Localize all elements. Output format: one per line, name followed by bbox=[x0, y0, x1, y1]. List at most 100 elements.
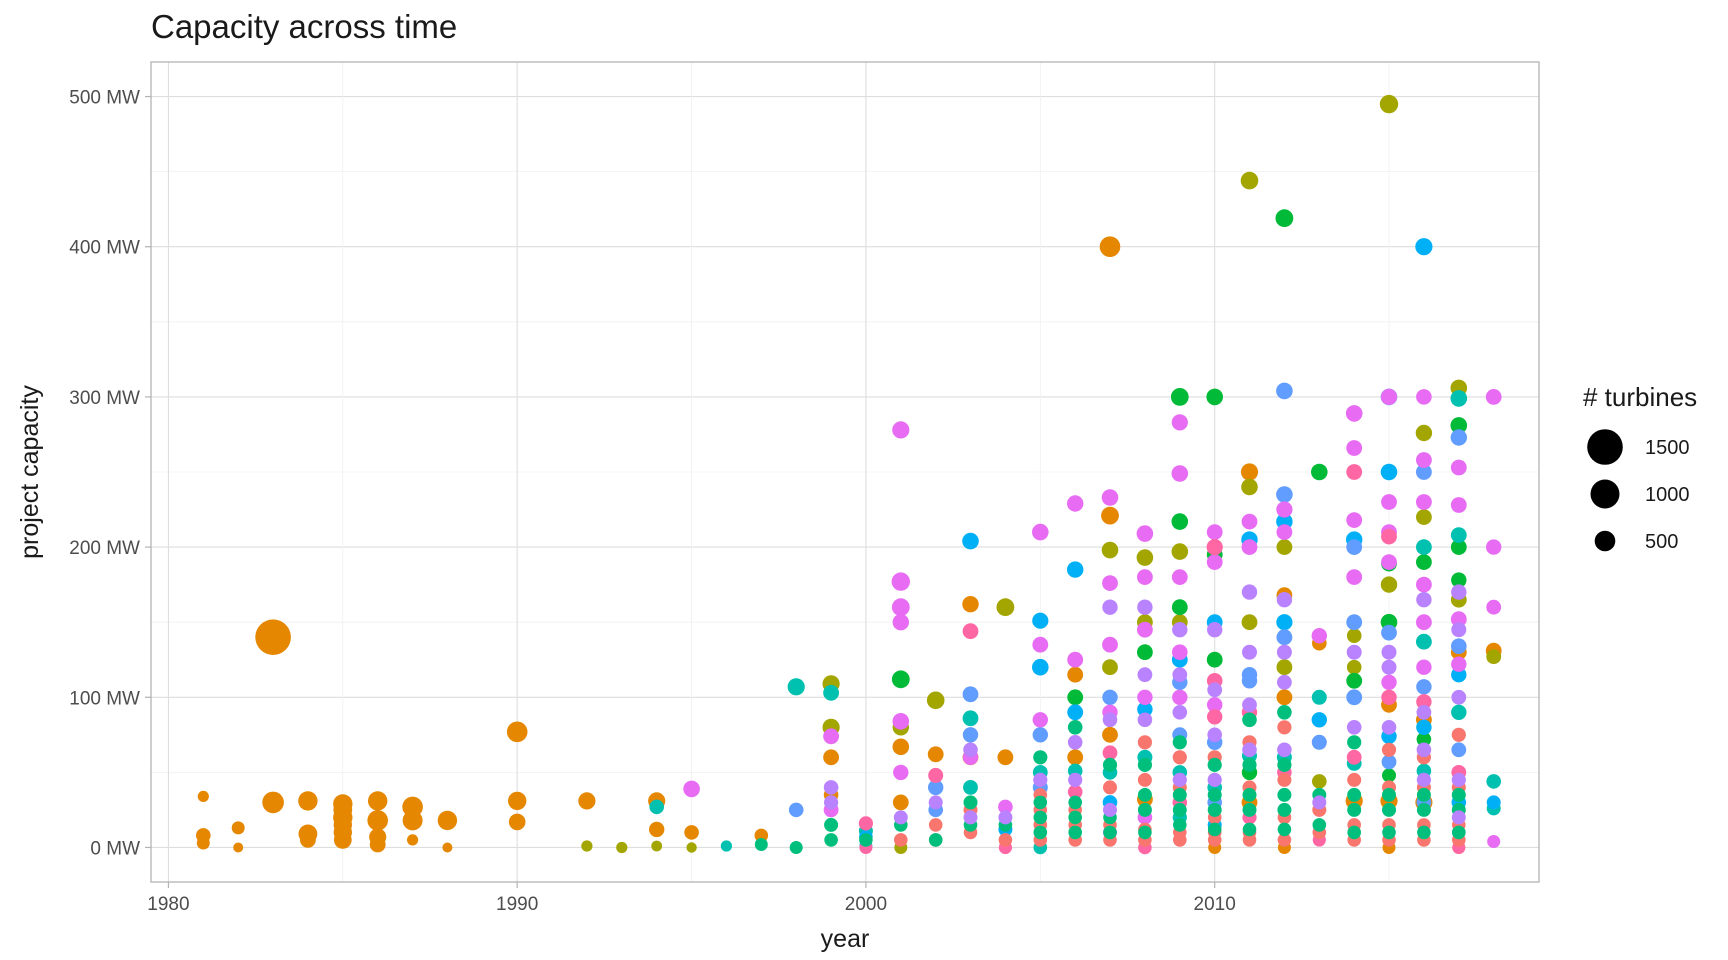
data-point bbox=[1416, 464, 1432, 480]
data-point bbox=[1415, 238, 1433, 256]
data-point bbox=[788, 802, 804, 818]
data-point bbox=[1207, 697, 1223, 713]
data-point bbox=[1382, 825, 1396, 840]
data-point bbox=[754, 838, 768, 851]
data-point bbox=[262, 791, 284, 814]
data-point bbox=[684, 825, 699, 840]
data-point bbox=[1032, 612, 1049, 629]
data-point bbox=[231, 821, 245, 835]
data-point bbox=[1312, 774, 1327, 789]
data-point bbox=[1207, 757, 1222, 773]
data-point bbox=[1277, 674, 1292, 690]
data-point bbox=[1136, 549, 1154, 566]
x-tick-label: 2000 bbox=[845, 894, 887, 915]
data-point bbox=[1067, 689, 1084, 706]
data-point bbox=[1242, 697, 1257, 713]
data-point bbox=[1206, 539, 1223, 556]
data-point bbox=[1276, 501, 1293, 518]
data-point bbox=[1207, 727, 1222, 743]
data-point bbox=[1450, 417, 1468, 434]
data-point bbox=[437, 810, 458, 831]
data-point bbox=[1416, 633, 1432, 650]
data-point bbox=[367, 810, 389, 831]
data-point bbox=[1452, 825, 1466, 840]
data-point bbox=[1346, 689, 1363, 706]
data-point bbox=[1171, 599, 1188, 616]
data-point bbox=[928, 833, 943, 847]
data-point bbox=[1101, 541, 1119, 559]
data-point bbox=[368, 791, 388, 811]
data-point bbox=[963, 742, 978, 758]
data-point bbox=[1068, 825, 1082, 840]
data-point bbox=[1207, 787, 1222, 802]
data-point bbox=[1311, 712, 1328, 728]
data-point bbox=[1137, 735, 1152, 750]
data-point bbox=[1276, 486, 1293, 503]
data-point bbox=[1486, 539, 1502, 555]
data-point bbox=[1241, 667, 1258, 683]
data-point bbox=[892, 794, 909, 811]
data-point bbox=[1346, 464, 1363, 480]
data-point bbox=[1485, 389, 1502, 405]
data-point bbox=[1032, 523, 1049, 541]
data-point bbox=[1033, 810, 1048, 825]
data-point bbox=[928, 779, 944, 796]
data-point bbox=[1450, 539, 1467, 555]
data-point bbox=[506, 721, 528, 743]
data-point bbox=[1416, 659, 1432, 675]
data-point bbox=[1381, 659, 1397, 675]
data-point bbox=[1207, 802, 1222, 817]
data-point bbox=[962, 596, 979, 613]
data-point bbox=[1346, 628, 1362, 643]
data-point bbox=[300, 832, 316, 848]
data-point bbox=[1450, 429, 1468, 446]
data-point bbox=[1451, 622, 1467, 638]
data-point bbox=[1311, 628, 1328, 644]
data-point bbox=[649, 821, 665, 838]
data-point bbox=[1416, 742, 1432, 758]
data-point bbox=[1102, 636, 1118, 653]
legend-label: 500 bbox=[1645, 531, 1678, 553]
data-point bbox=[1417, 825, 1431, 840]
data-point bbox=[1451, 638, 1467, 654]
data-point bbox=[823, 780, 839, 795]
data-point bbox=[1416, 509, 1432, 525]
data-point bbox=[1033, 795, 1048, 810]
data-point bbox=[1451, 656, 1467, 672]
data-point bbox=[720, 840, 733, 852]
data-point bbox=[333, 831, 352, 849]
y-tick-label: 400 MW bbox=[69, 238, 140, 259]
data-point bbox=[1451, 810, 1466, 825]
data-point bbox=[1346, 720, 1362, 735]
data-point bbox=[892, 738, 910, 756]
data-point bbox=[1207, 772, 1222, 788]
data-point bbox=[1172, 622, 1188, 638]
data-point bbox=[1067, 735, 1083, 750]
data-point bbox=[255, 619, 291, 655]
data-point bbox=[1450, 497, 1467, 513]
y-tick-label: 0 MW bbox=[90, 838, 140, 859]
data-point bbox=[1381, 494, 1397, 510]
data-point bbox=[1416, 576, 1432, 593]
data-point bbox=[651, 840, 663, 852]
data-point bbox=[1416, 719, 1432, 735]
data-point bbox=[1277, 833, 1292, 847]
data-point bbox=[1347, 825, 1361, 840]
legend-key-circle bbox=[1590, 479, 1620, 509]
data-point bbox=[1416, 494, 1432, 510]
data-point bbox=[1241, 478, 1258, 496]
data-point bbox=[1067, 561, 1084, 578]
data-point bbox=[1276, 629, 1293, 646]
data-point bbox=[1242, 712, 1257, 728]
data-point bbox=[1207, 622, 1223, 638]
data-point bbox=[1381, 742, 1397, 757]
data-point bbox=[442, 842, 453, 853]
data-point bbox=[1276, 524, 1293, 540]
legend-key-circle bbox=[1594, 530, 1616, 552]
data-point bbox=[1067, 720, 1083, 735]
data-point bbox=[963, 780, 978, 795]
data-point bbox=[1416, 539, 1432, 555]
x-tick-label: 1990 bbox=[496, 894, 538, 915]
data-point bbox=[1102, 599, 1118, 615]
